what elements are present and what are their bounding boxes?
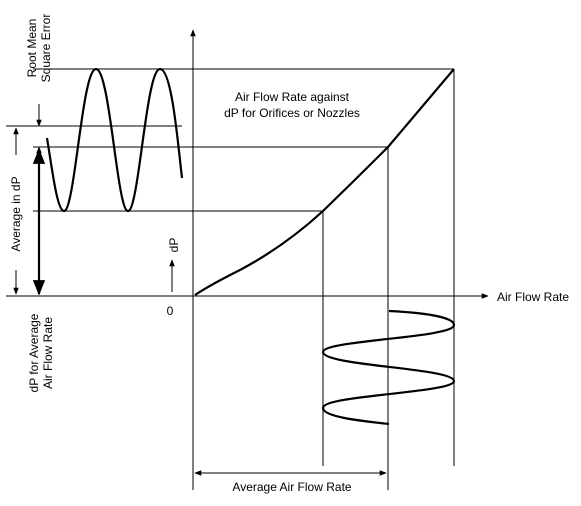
flow-dp-curve <box>194 68 455 296</box>
dp-for-average-label-2: Air Flow Rate <box>41 317 55 389</box>
air-flow-rate-axis-label: Air Flow Rate <box>497 290 569 304</box>
curve-title-1: Air Flow Rate against <box>235 90 350 104</box>
dp-axis-label: dP <box>167 238 181 253</box>
rms-error-label-1: Root Mean <box>25 19 39 78</box>
average-air-flow-rate-label: Average Air Flow Rate <box>232 480 351 494</box>
curve-title-2: dP for Orifices or Nozzles <box>224 106 360 120</box>
dp-for-average-label-1: dP for Average <box>27 313 41 392</box>
dp-sine-wave <box>45 67 184 213</box>
flow-sine-wave <box>321 309 456 426</box>
origin-label: 0 <box>167 304 174 318</box>
average-in-dp-label: Average in dP <box>9 176 23 251</box>
rms-error-label-2: Square Error <box>39 14 53 83</box>
